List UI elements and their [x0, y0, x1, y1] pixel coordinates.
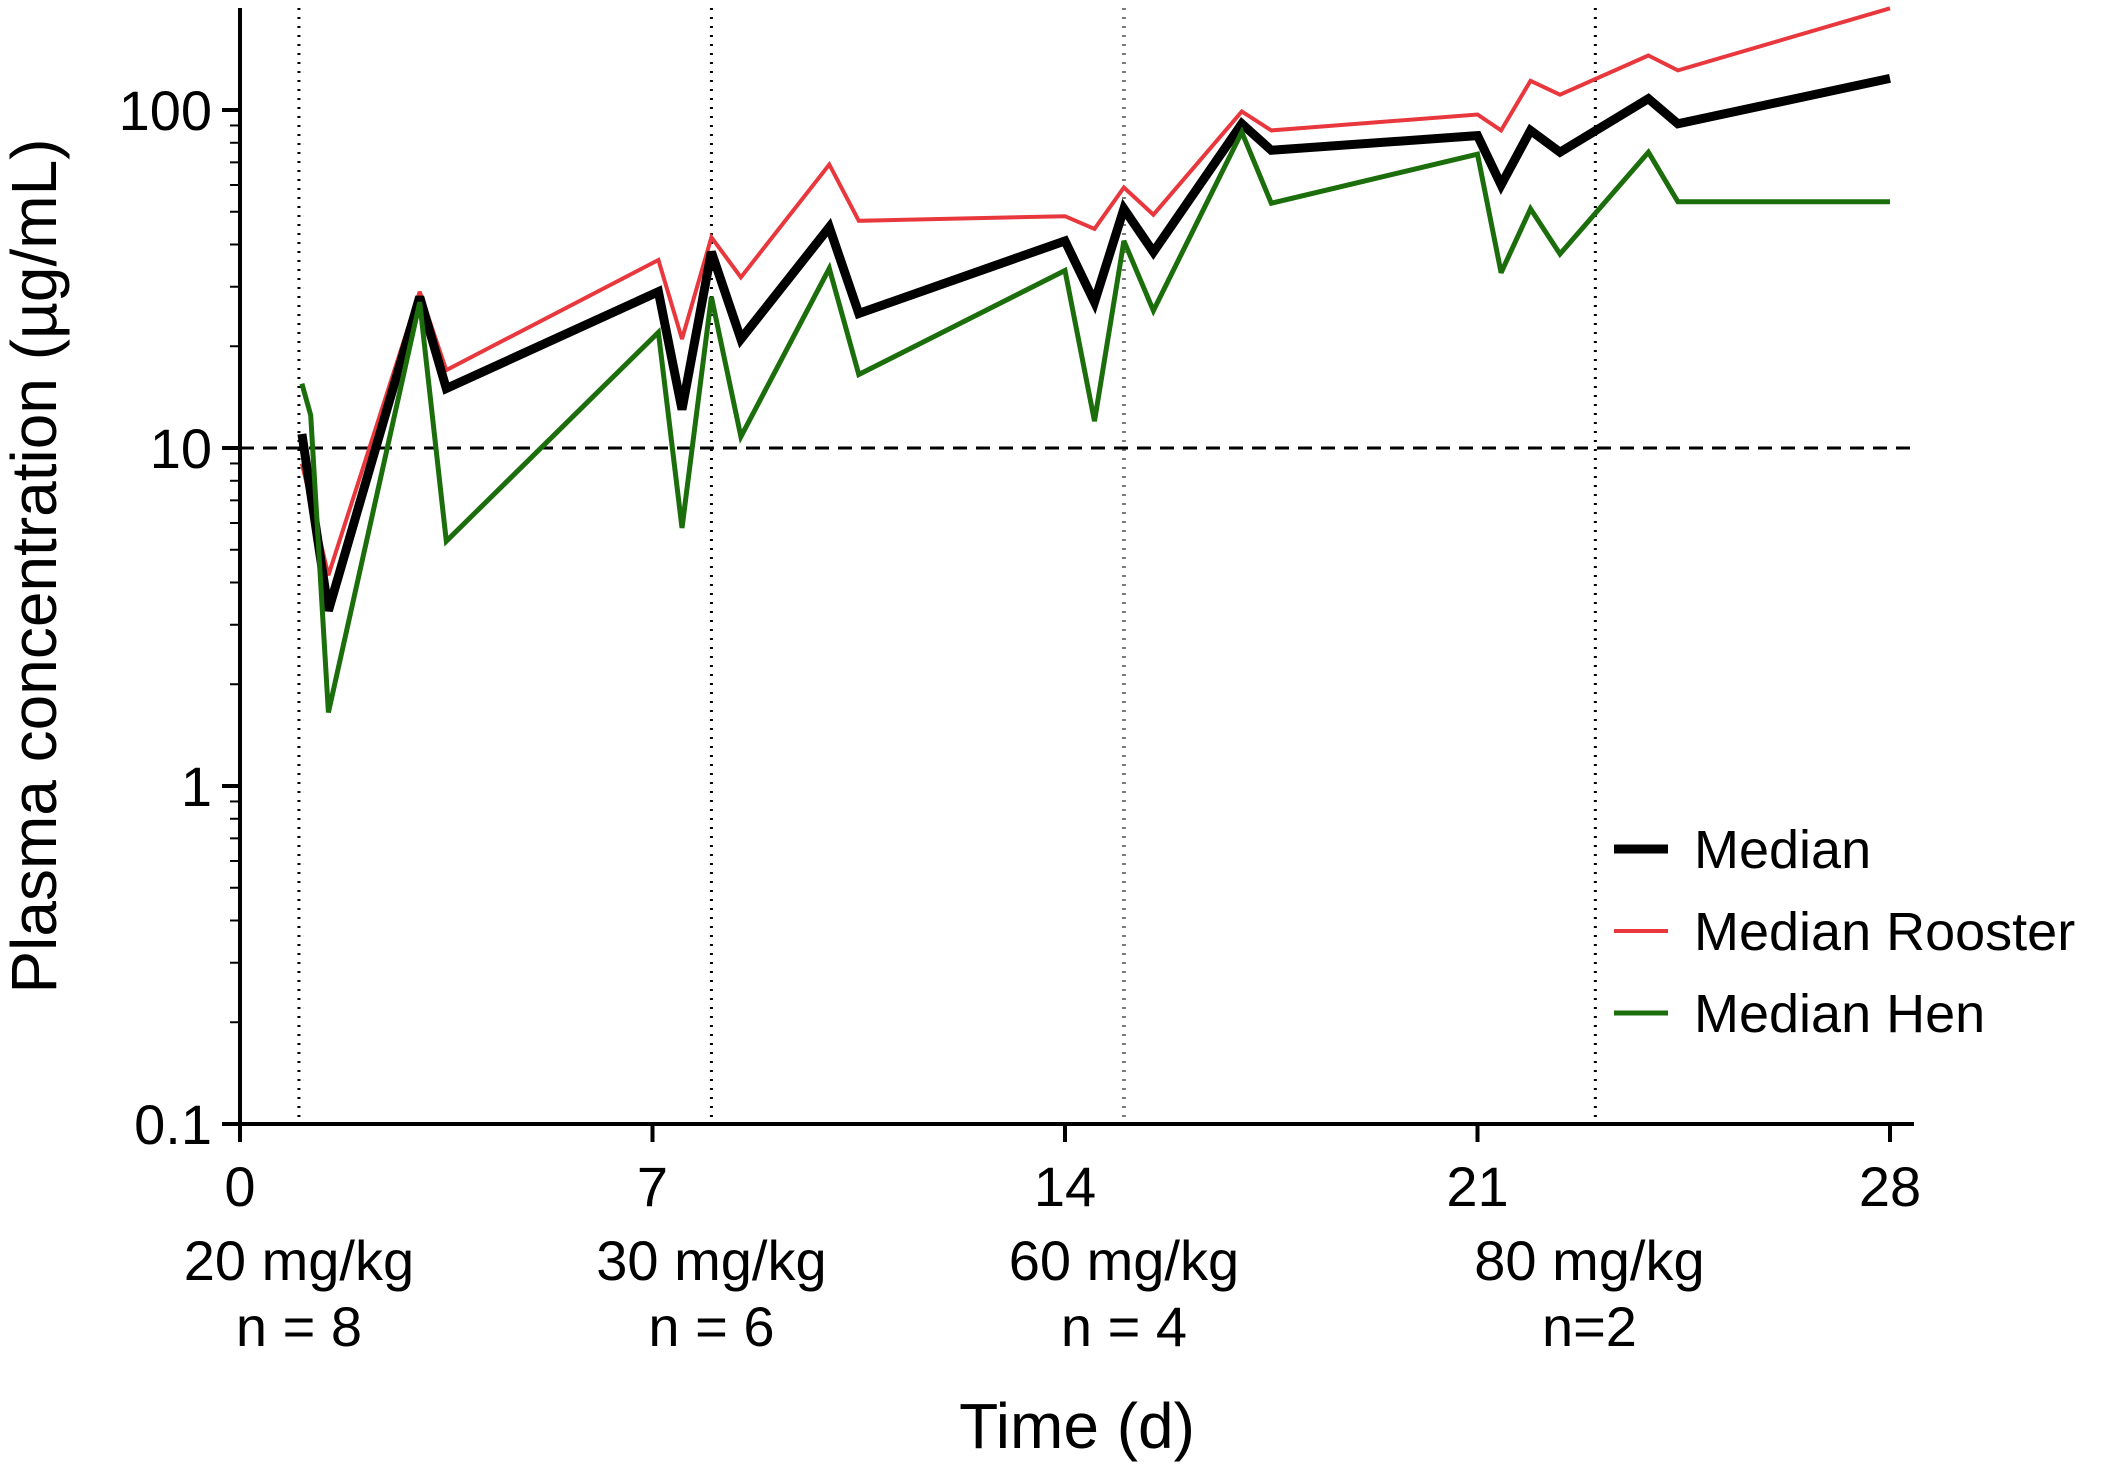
- x-tick-label: 21: [1446, 1155, 1508, 1218]
- dose-group-dose: 20 mg/kg: [184, 1229, 414, 1292]
- x-tick-label: 0: [224, 1155, 255, 1218]
- legend-label: Median Rooster: [1694, 902, 2075, 962]
- ticks: 0 7 14 21 28 0.1 1 10 100: [119, 79, 1922, 1218]
- y-tick-label: 100: [119, 79, 212, 142]
- series-line-median: [297, 73, 1891, 612]
- dose-group-dose: 30 mg/kg: [596, 1229, 826, 1292]
- x-tick-label: 7: [637, 1155, 668, 1218]
- dose-group-labels: 20 mg/kgn = 8 30 mg/kgn = 6 60 mg/kgn = 4 8…: [184, 1229, 1705, 1358]
- x-tick-label: 14: [1034, 1155, 1096, 1218]
- legend: Median Median Rooster Median Hen: [1614, 820, 2075, 1044]
- series-line-median-hen: [299, 126, 1890, 714]
- series-line-median-rooster: [299, 6, 1891, 576]
- dose-group-n: n = 4: [1061, 1295, 1187, 1358]
- y-axis-label: Plasma concentration (µg/mL): [0, 139, 70, 994]
- axes: [238, 8, 1914, 1126]
- series-lines: [297, 6, 1891, 714]
- y-tick-label: 10: [150, 417, 212, 480]
- legend-label: Median: [1694, 820, 1871, 880]
- x-axis-label: Time (d): [959, 1390, 1195, 1462]
- dose-group-dose: 80 mg/kg: [1474, 1229, 1704, 1292]
- legend-label: Median Hen: [1694, 984, 1985, 1044]
- x-tick-label: 28: [1859, 1155, 1921, 1218]
- dose-group-n: n = 6: [648, 1295, 774, 1358]
- reference-lines: [240, 8, 1914, 1124]
- dose-group-dose: 60 mg/kg: [1009, 1229, 1239, 1292]
- dose-group-n: n=2: [1542, 1295, 1637, 1358]
- y-tick-label: 0.1: [134, 1093, 212, 1156]
- dose-group-n: n = 8: [236, 1295, 362, 1358]
- y-tick-label: 1: [181, 755, 212, 818]
